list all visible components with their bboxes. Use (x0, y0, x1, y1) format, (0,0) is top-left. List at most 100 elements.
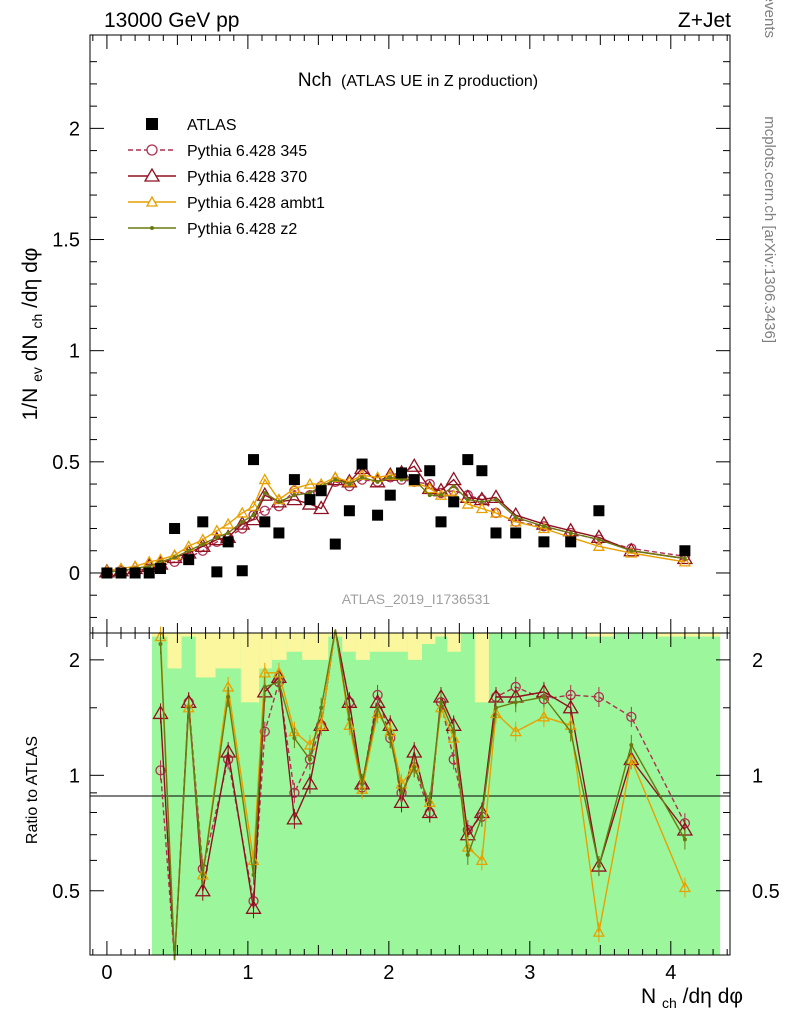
data-point (510, 527, 522, 539)
data-point (343, 505, 355, 517)
model-point (236, 506, 249, 518)
ratio-band-yellow (355, 633, 370, 660)
y-axis-label-a: 1/N (19, 388, 42, 421)
data-point (222, 536, 234, 548)
main-frame (89, 34, 731, 634)
main-gridlines: 0 0.5 1 1.5 2 (52, 61, 730, 618)
model-point (292, 493, 297, 498)
ratio-point (412, 765, 417, 770)
model-point (172, 555, 177, 560)
ratio-band-yellow (407, 633, 422, 660)
data-point (248, 454, 260, 466)
data-point (476, 465, 488, 477)
model-point (147, 564, 152, 569)
model-point (382, 466, 399, 481)
model-point (406, 457, 423, 472)
x-axis-label: N ch /dη dφ (641, 985, 743, 1013)
data-point (211, 566, 223, 578)
ratio-y-tick-label-right: 1 (752, 765, 763, 787)
model-point (592, 539, 606, 551)
ratio-band-yellow (286, 633, 303, 652)
ratio-point (220, 743, 237, 758)
model-point (226, 530, 231, 535)
rivet-label: Rivet 3.1.10, ≥ 2M events (761, 0, 778, 38)
model-point (399, 477, 404, 482)
y-tick-label: 0.5 (52, 452, 80, 474)
model-point (427, 493, 432, 498)
ratio-series-3 (158, 629, 687, 961)
data-point (462, 454, 474, 466)
ratio-point (541, 695, 546, 700)
ratio-point (629, 742, 634, 747)
model-point (513, 515, 518, 520)
model-point (445, 471, 462, 486)
ratio-line (159, 629, 686, 961)
data-point (679, 545, 691, 557)
model-point (596, 537, 601, 542)
y-axis-label: 1/N ev dN ch /dη dφ (19, 248, 47, 421)
legend-marker (145, 195, 159, 207)
series-0 (101, 454, 691, 579)
ratio-point (388, 736, 393, 741)
ratio-point (375, 705, 380, 710)
ratio-point (276, 680, 281, 685)
model-point (303, 477, 317, 489)
legend: ATLAS Pythia 6.428 345 Pythia 6.428 370 Pyt… (128, 117, 325, 238)
data-point (169, 523, 181, 535)
ratio-point (593, 691, 605, 703)
ratio-point (399, 790, 404, 795)
ratio-point (307, 757, 312, 762)
process-label: Z+Jet (678, 9, 731, 32)
model-point (200, 542, 205, 547)
x-axis: 0 1 2 3 4 (92, 35, 728, 984)
ratio-band-yellow (342, 633, 356, 652)
ratio-line (159, 629, 686, 961)
y-axis-label-e: /dη dφ (19, 248, 42, 308)
model-point (288, 482, 301, 494)
series-line (106, 465, 686, 573)
data-point (490, 527, 502, 539)
ratio-band-yellow (259, 633, 272, 669)
ratio-point (626, 711, 637, 723)
model-point (158, 559, 163, 564)
ratio-band-yellow (302, 633, 316, 660)
main-title: Nch (ATLAS UE in Z production) (298, 70, 538, 91)
x-axis-label-b: ch (662, 995, 677, 1011)
ratio-band-yellow (395, 633, 408, 652)
ratio-point (315, 718, 328, 730)
legend-marker (146, 144, 158, 156)
ratio-point (251, 872, 256, 877)
data-point (448, 496, 460, 508)
ratio-point (493, 705, 498, 710)
ratio-y-tick-label: 0.5 (52, 881, 80, 903)
watermark: ATLAS_2019_I1736531 (342, 591, 491, 607)
ratio-point (303, 738, 317, 750)
data-point (143, 567, 155, 579)
data-point (236, 565, 248, 577)
model-point (234, 515, 251, 530)
x-tick-label: 2 (383, 962, 394, 984)
y-axis-label-b: ev (29, 367, 45, 382)
model-point (541, 524, 546, 529)
ratio-point (226, 695, 231, 700)
model-point (451, 484, 456, 489)
x-axis-label-a: N (641, 985, 656, 1008)
data-point (408, 474, 420, 486)
data-point (154, 563, 166, 575)
legend-label: Pythia 6.428 z2 (187, 221, 297, 238)
ratio-band-yellow (167, 633, 182, 669)
data-point (197, 516, 209, 528)
model-point (493, 497, 498, 502)
series-4 (104, 475, 687, 574)
model-point (568, 530, 573, 535)
data-point (329, 538, 341, 550)
ratio-point (537, 710, 551, 722)
ratio-point (513, 700, 518, 705)
model-point (240, 519, 245, 524)
data-point (396, 467, 408, 479)
model-point (461, 497, 474, 509)
x-tick-label: 0 (101, 962, 112, 984)
model-point (222, 517, 235, 529)
data-point (288, 474, 300, 486)
ratio-point (360, 781, 365, 786)
